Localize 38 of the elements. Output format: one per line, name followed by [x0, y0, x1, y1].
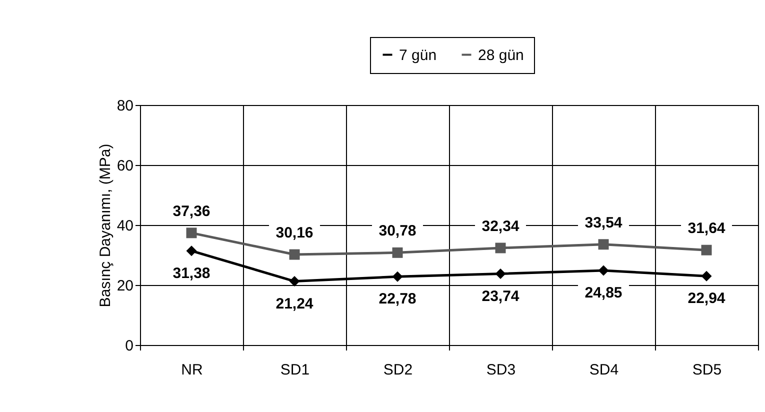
data-label: 30,78	[378, 222, 416, 240]
x-tick-label: SD4	[589, 362, 619, 378]
y-tick-label: 60	[116, 158, 134, 174]
y-tick-label: 0	[125, 338, 134, 354]
point	[289, 276, 300, 287]
data-label: 31,64	[688, 220, 726, 238]
legend-label: 7 gün	[399, 46, 437, 64]
point	[392, 247, 403, 258]
data-label: 21,24	[276, 295, 314, 312]
x-tick-label: SD3	[486, 362, 516, 378]
data-label: 23,74	[482, 288, 520, 305]
x-tick-label: NR	[181, 362, 203, 378]
x-tick-label: SD2	[383, 362, 413, 378]
y-axis-title: Basınç Dayanımı, (MPa)	[96, 144, 114, 308]
y-tick-label: 80	[116, 98, 134, 114]
point	[701, 244, 712, 256]
point	[495, 268, 506, 280]
x-tick-label: SD5	[692, 362, 722, 378]
y-tick-label: 20	[116, 278, 134, 294]
y-tick-label: 40	[116, 218, 134, 234]
point	[598, 239, 609, 250]
data-label: 33,54	[584, 214, 623, 232]
data-label: 22,78	[378, 290, 416, 308]
data-label: 22,94	[688, 290, 726, 308]
point	[289, 249, 300, 260]
point	[495, 242, 506, 254]
point	[392, 271, 403, 282]
data-label: 31,38	[172, 264, 210, 282]
data-label: 32,34	[482, 218, 520, 235]
point	[701, 270, 712, 282]
data-label: 37,36	[172, 202, 210, 220]
legend-label: 28 gün	[478, 46, 524, 64]
x-tick-label: SD1	[280, 362, 310, 378]
data-label: 30,16	[276, 224, 314, 242]
point	[598, 265, 609, 276]
data-label: 24,85	[584, 284, 622, 302]
point	[186, 246, 197, 256]
point	[186, 228, 197, 238]
